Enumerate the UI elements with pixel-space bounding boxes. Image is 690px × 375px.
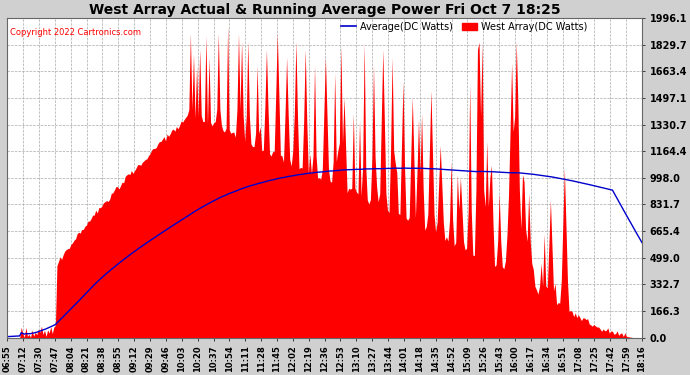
Text: Copyright 2022 Cartronics.com: Copyright 2022 Cartronics.com xyxy=(10,27,141,36)
Title: West Array Actual & Running Average Power Fri Oct 7 18:25: West Array Actual & Running Average Powe… xyxy=(89,3,560,17)
Legend: Average(DC Watts), West Array(DC Watts): Average(DC Watts), West Array(DC Watts) xyxy=(337,18,591,36)
